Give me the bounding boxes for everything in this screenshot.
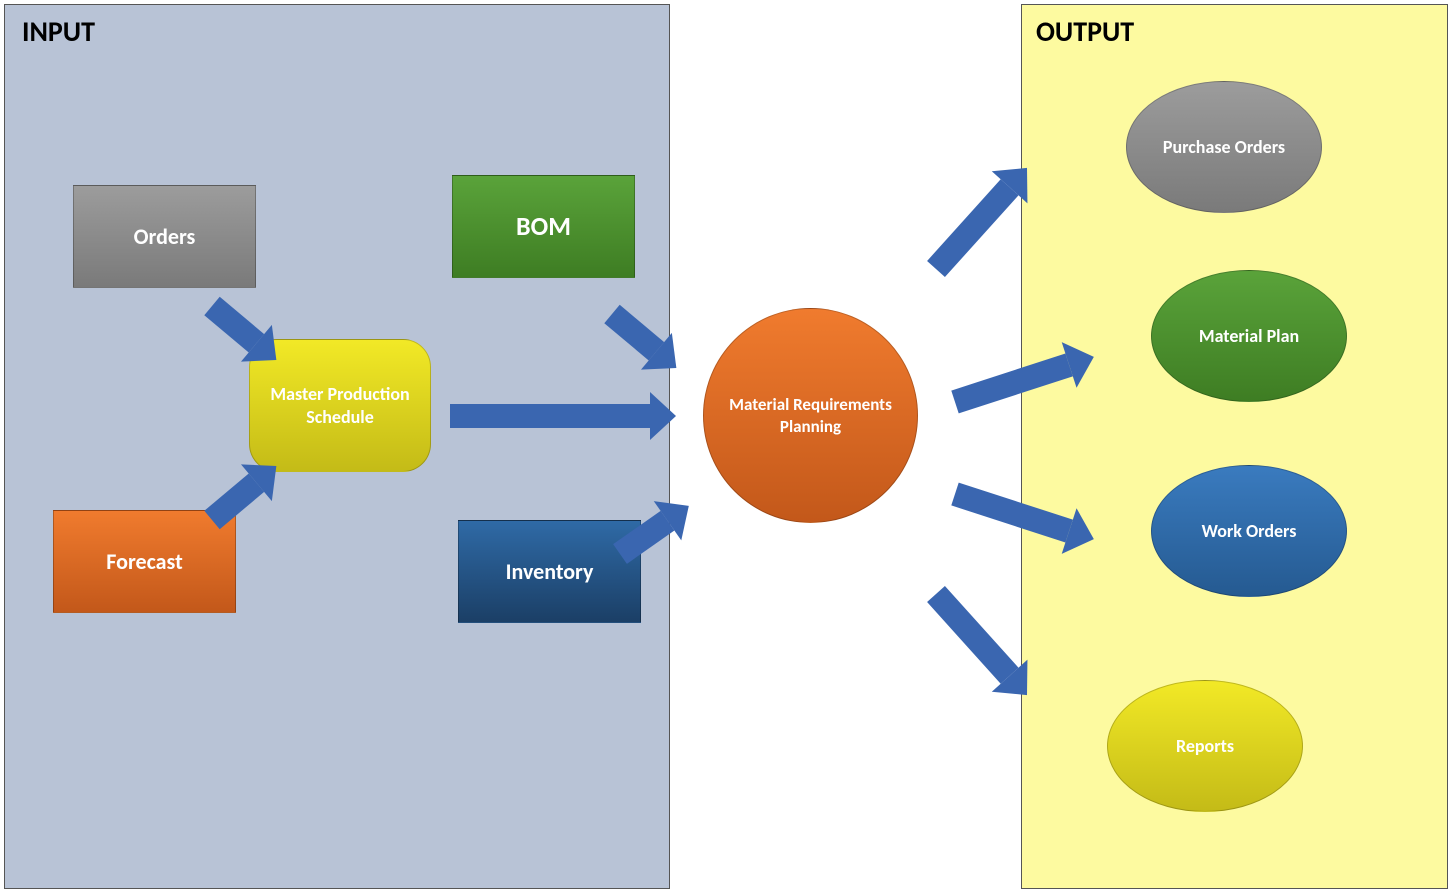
node-work-orders: Work Orders bbox=[1151, 465, 1347, 597]
arrow-mps-to-mrp bbox=[450, 392, 676, 440]
output-panel-label: OUTPUT bbox=[1036, 14, 1134, 49]
node-inventory-label: Inventory bbox=[506, 558, 594, 586]
node-forecast: Forecast bbox=[53, 510, 236, 613]
node-material-requirements-planning: Material Requirements Planning bbox=[703, 308, 918, 523]
node-reports-label: Reports bbox=[1176, 735, 1234, 758]
node-po-label: Purchase Orders bbox=[1163, 136, 1285, 159]
node-purchase-orders: Purchase Orders bbox=[1126, 81, 1322, 213]
node-mps-label: Master Production Schedule bbox=[258, 383, 422, 428]
node-forecast-label: Forecast bbox=[106, 548, 182, 576]
node-wo-label: Work Orders bbox=[1202, 520, 1297, 543]
node-matplan-label: Material Plan bbox=[1199, 325, 1299, 348]
node-bom-label: BOM bbox=[516, 210, 571, 243]
node-orders: Orders bbox=[73, 185, 256, 288]
node-reports: Reports bbox=[1107, 680, 1303, 812]
node-material-plan: Material Plan bbox=[1151, 270, 1347, 402]
input-panel-label: INPUT bbox=[22, 14, 95, 49]
node-orders-label: Orders bbox=[134, 223, 196, 251]
node-mrp-label: Material Requirements Planning bbox=[712, 394, 909, 437]
node-bom: BOM bbox=[452, 175, 635, 278]
